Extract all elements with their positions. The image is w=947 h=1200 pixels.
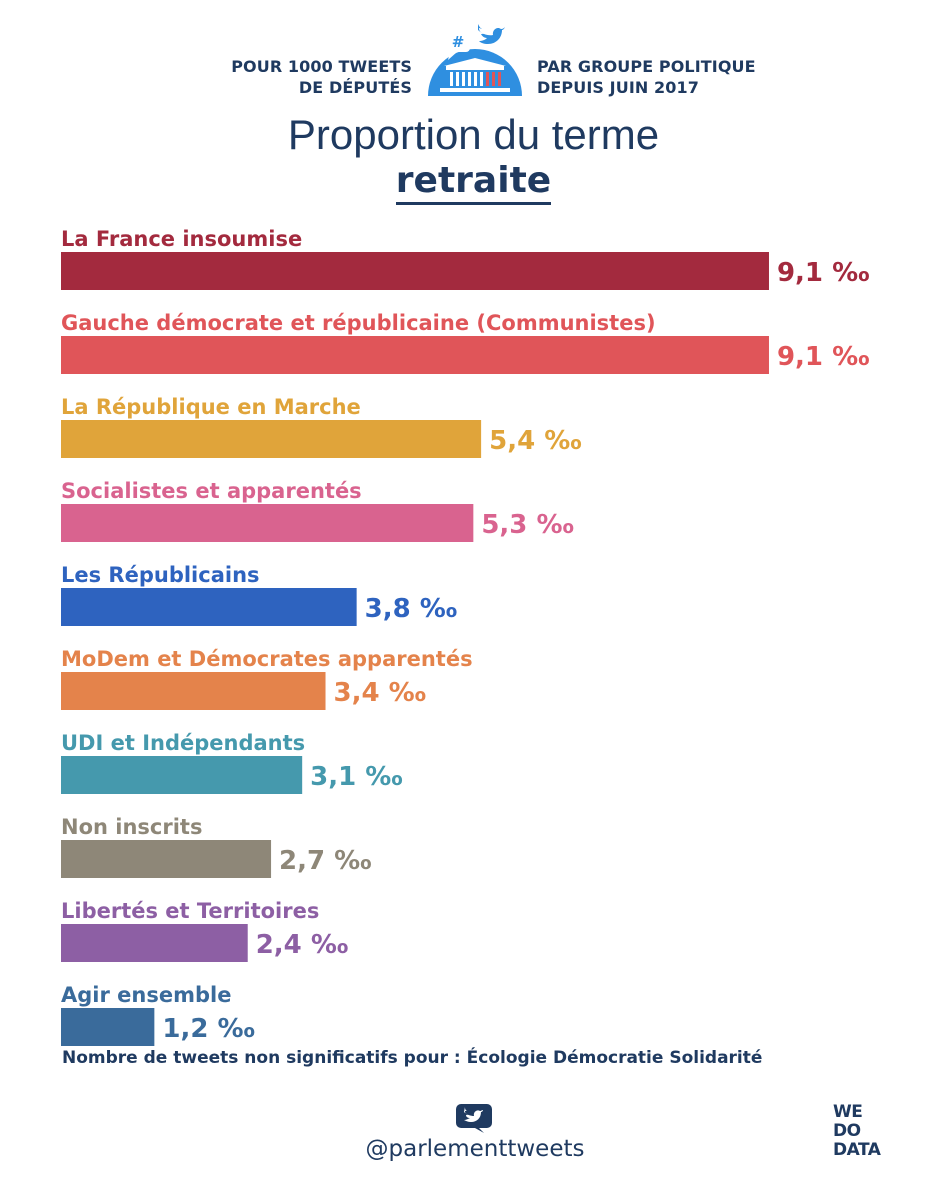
category-label: Non inscrits — [61, 815, 202, 839]
value-label: 5,4 ‰ — [489, 426, 582, 456]
category-label: Les Républicains — [61, 563, 260, 587]
bar — [61, 336, 769, 374]
bar — [61, 672, 326, 710]
category-label: Agir ensemble — [61, 983, 231, 1007]
header-right-line1: PAR GROUPE POLITIQUE — [537, 57, 756, 76]
value-label: 1,2 ‰ — [162, 1014, 255, 1044]
category-label: MoDem et Démocrates apparentés — [61, 647, 473, 671]
wedodata-logo: WE DO DATA — [833, 1102, 881, 1160]
value-label: 2,4 ‰ — [256, 930, 349, 960]
chart-title: Proportion du terme — [287, 111, 660, 158]
bar — [61, 588, 357, 626]
chart-term-wrapper: retraite — [0, 160, 947, 205]
brand-line3: DATA — [833, 1140, 881, 1160]
parliament-logo-icon: # — [428, 20, 522, 96]
value-label: 3,4 ‰ — [334, 678, 427, 708]
bar — [61, 504, 474, 542]
twitter-bird-icon — [456, 1104, 492, 1133]
header-left-line2: DE DÉPUTÉS — [298, 78, 412, 97]
category-label: La France insoumise — [61, 227, 302, 251]
value-label: 9,1 ‰ — [777, 342, 870, 372]
bar — [61, 420, 482, 458]
brand-line1: WE — [833, 1102, 863, 1122]
bar — [61, 756, 303, 794]
header-right: PAR GROUPE POLITIQUE DEPUIS JUIN 2017 — [537, 56, 797, 98]
bar — [61, 924, 248, 962]
category-label: Libertés et Territoires — [61, 899, 319, 923]
category-label: La République en Marche — [61, 395, 361, 419]
header-left: POUR 1000 TWEETS DE DÉPUTÉS — [200, 56, 412, 98]
value-label: 3,1 ‰ — [310, 762, 403, 792]
footnote: Nombre de tweets non significatifs pour … — [62, 1048, 763, 1068]
hash-symbol: # — [452, 33, 465, 51]
category-label: Socialistes et apparentés — [61, 479, 362, 503]
header-left-line1: POUR 1000 TWEETS — [231, 57, 412, 76]
bar — [61, 840, 272, 878]
category-label: Gauche démocrate et républicaine (Commun… — [61, 311, 656, 335]
value-label: 9,1 ‰ — [777, 258, 870, 288]
brand-line2: DO — [833, 1121, 861, 1141]
twitter-handle[interactable]: @parlementtweets — [365, 1136, 585, 1162]
value-label: 3,8 ‰ — [365, 594, 458, 624]
chart-term: retraite — [395, 160, 552, 205]
bar — [61, 1008, 155, 1046]
category-label: UDI et Indépendants — [61, 731, 305, 755]
value-label: 2,7 ‰ — [279, 846, 372, 876]
header-right-line2: DEPUIS JUIN 2017 — [537, 78, 699, 97]
value-label: 5,3 ‰ — [481, 510, 574, 540]
bar — [61, 252, 769, 290]
